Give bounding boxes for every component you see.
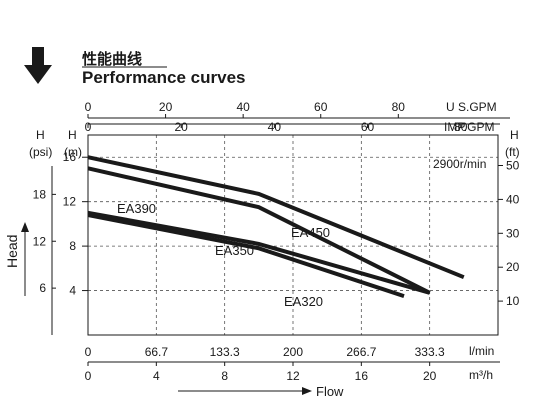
us-gpm-tick-label: 20	[159, 100, 173, 114]
us-gpm-tick-label: 0	[85, 100, 92, 114]
flow-label: Flow	[316, 384, 344, 399]
head-label: Head	[4, 235, 20, 268]
m3h-tick-label: 4	[153, 369, 160, 383]
psi-tick-label: 18	[33, 187, 47, 201]
lmin-tick-label: 333.3	[415, 345, 445, 359]
lmin-tick-label: 0	[85, 345, 92, 359]
title-cn: 性能曲线	[82, 50, 142, 68]
right-axis: H (ft) 50 40 30 20 10	[498, 128, 520, 308]
psi-ticks: 18 12 6	[33, 187, 56, 295]
m-unit: (m)	[64, 145, 82, 159]
speed-label: 2900r/min	[433, 157, 486, 171]
lmin-unit: l/min	[469, 344, 494, 358]
m-letter: H	[68, 128, 77, 142]
ft-tick-label: 30	[506, 226, 520, 240]
lmin-tick-label: 266.7	[346, 345, 376, 359]
psi-letter: H	[36, 128, 45, 142]
up-arrow-icon	[21, 222, 29, 232]
curve-ea450	[87, 155, 465, 280]
us-gpm-tick-label: 40	[236, 100, 250, 114]
lmin-tick-label: 200	[283, 345, 303, 359]
right-arrow-icon	[302, 387, 312, 395]
m3h-tick-label: 16	[355, 369, 369, 383]
series-label-ea350: EA350	[215, 243, 254, 258]
m-ticks: 16 12 8 4	[63, 150, 88, 298]
psi-tick-label: 6	[39, 281, 46, 295]
grid	[88, 135, 498, 335]
m-tick-label: 12	[63, 195, 77, 209]
ft-letter: H	[510, 128, 519, 142]
header: 性能曲线 Performance curves	[24, 47, 245, 87]
imp-gpm-tick-label: 20	[175, 120, 189, 134]
imp-gpm-tick-label: 60	[361, 120, 375, 134]
imp-gpm-ticks: 0 20 40 60 80	[85, 120, 468, 134]
imp-gpm-unit: IMP.GPM	[444, 120, 494, 134]
bottom-axes: 0 66.7 133.3 200 266.7 333.3 0 4 8 12 16 20 l/min …	[85, 344, 500, 399]
psi-unit: (psi)	[29, 145, 52, 159]
us-gpm-tick-label: 80	[392, 100, 406, 114]
lmin-tick-label: 133.3	[210, 345, 240, 359]
us-gpm-ticks: 0 20 40 60 80	[85, 100, 406, 118]
lmin-tick-label: 66.7	[145, 345, 169, 359]
ft-tick-label: 10	[506, 294, 520, 308]
m3h-tick-label: 0	[85, 369, 92, 383]
curve-ea320	[87, 213, 405, 298]
m-tick-label: 4	[69, 284, 76, 298]
m3h-tick-label: 12	[286, 369, 300, 383]
us-gpm-tick-label: 60	[314, 100, 328, 114]
m3h-tick-label: 8	[221, 369, 228, 383]
imp-gpm-tick-label: 0	[85, 120, 92, 134]
m3h-ticks: 0 4 8 12 16 20	[85, 362, 437, 383]
plot-area: 2900r/min EA450 EA390 EA350 EA320	[87, 134, 499, 336]
curve-ea350	[87, 210, 431, 295]
series-label-ea320: EA320	[284, 294, 323, 309]
lmin-ticks: 0 66.7 133.3 200 266.7 333.3	[85, 345, 445, 359]
m3h-unit: m³/h	[469, 368, 493, 382]
psi-tick-label: 12	[33, 234, 47, 248]
us-gpm-unit: U S.GPM	[446, 100, 497, 114]
curve-ea390	[87, 166, 431, 295]
ft-unit: (ft)	[505, 145, 520, 159]
left-axes: H (psi) H (m) 18 12 6 16 12 8 4 Head	[4, 128, 88, 335]
top-axes: 0 20 40 60 80 0 20 40 60 80 U S.GPM IMP.GPM	[85, 100, 510, 134]
title-en: Performance curves	[82, 68, 245, 87]
m-tick-label: 16	[63, 150, 77, 164]
series-label-ea390: EA390	[117, 201, 156, 216]
ft-tick-label: 50	[506, 159, 520, 173]
curves	[87, 155, 465, 298]
m-tick-label: 8	[69, 239, 76, 253]
imp-gpm-tick-label: 40	[268, 120, 282, 134]
down-arrow-icon	[24, 47, 52, 84]
ft-ticks: 50 40 30 20 10	[498, 159, 520, 308]
ft-tick-label: 20	[506, 260, 520, 274]
imp-gpm-tick-label: 80	[454, 120, 468, 134]
series-label-ea450: EA450	[291, 225, 330, 240]
plot-frame	[87, 134, 499, 336]
ft-tick-label: 40	[506, 192, 520, 206]
m3h-tick-label: 20	[423, 369, 437, 383]
